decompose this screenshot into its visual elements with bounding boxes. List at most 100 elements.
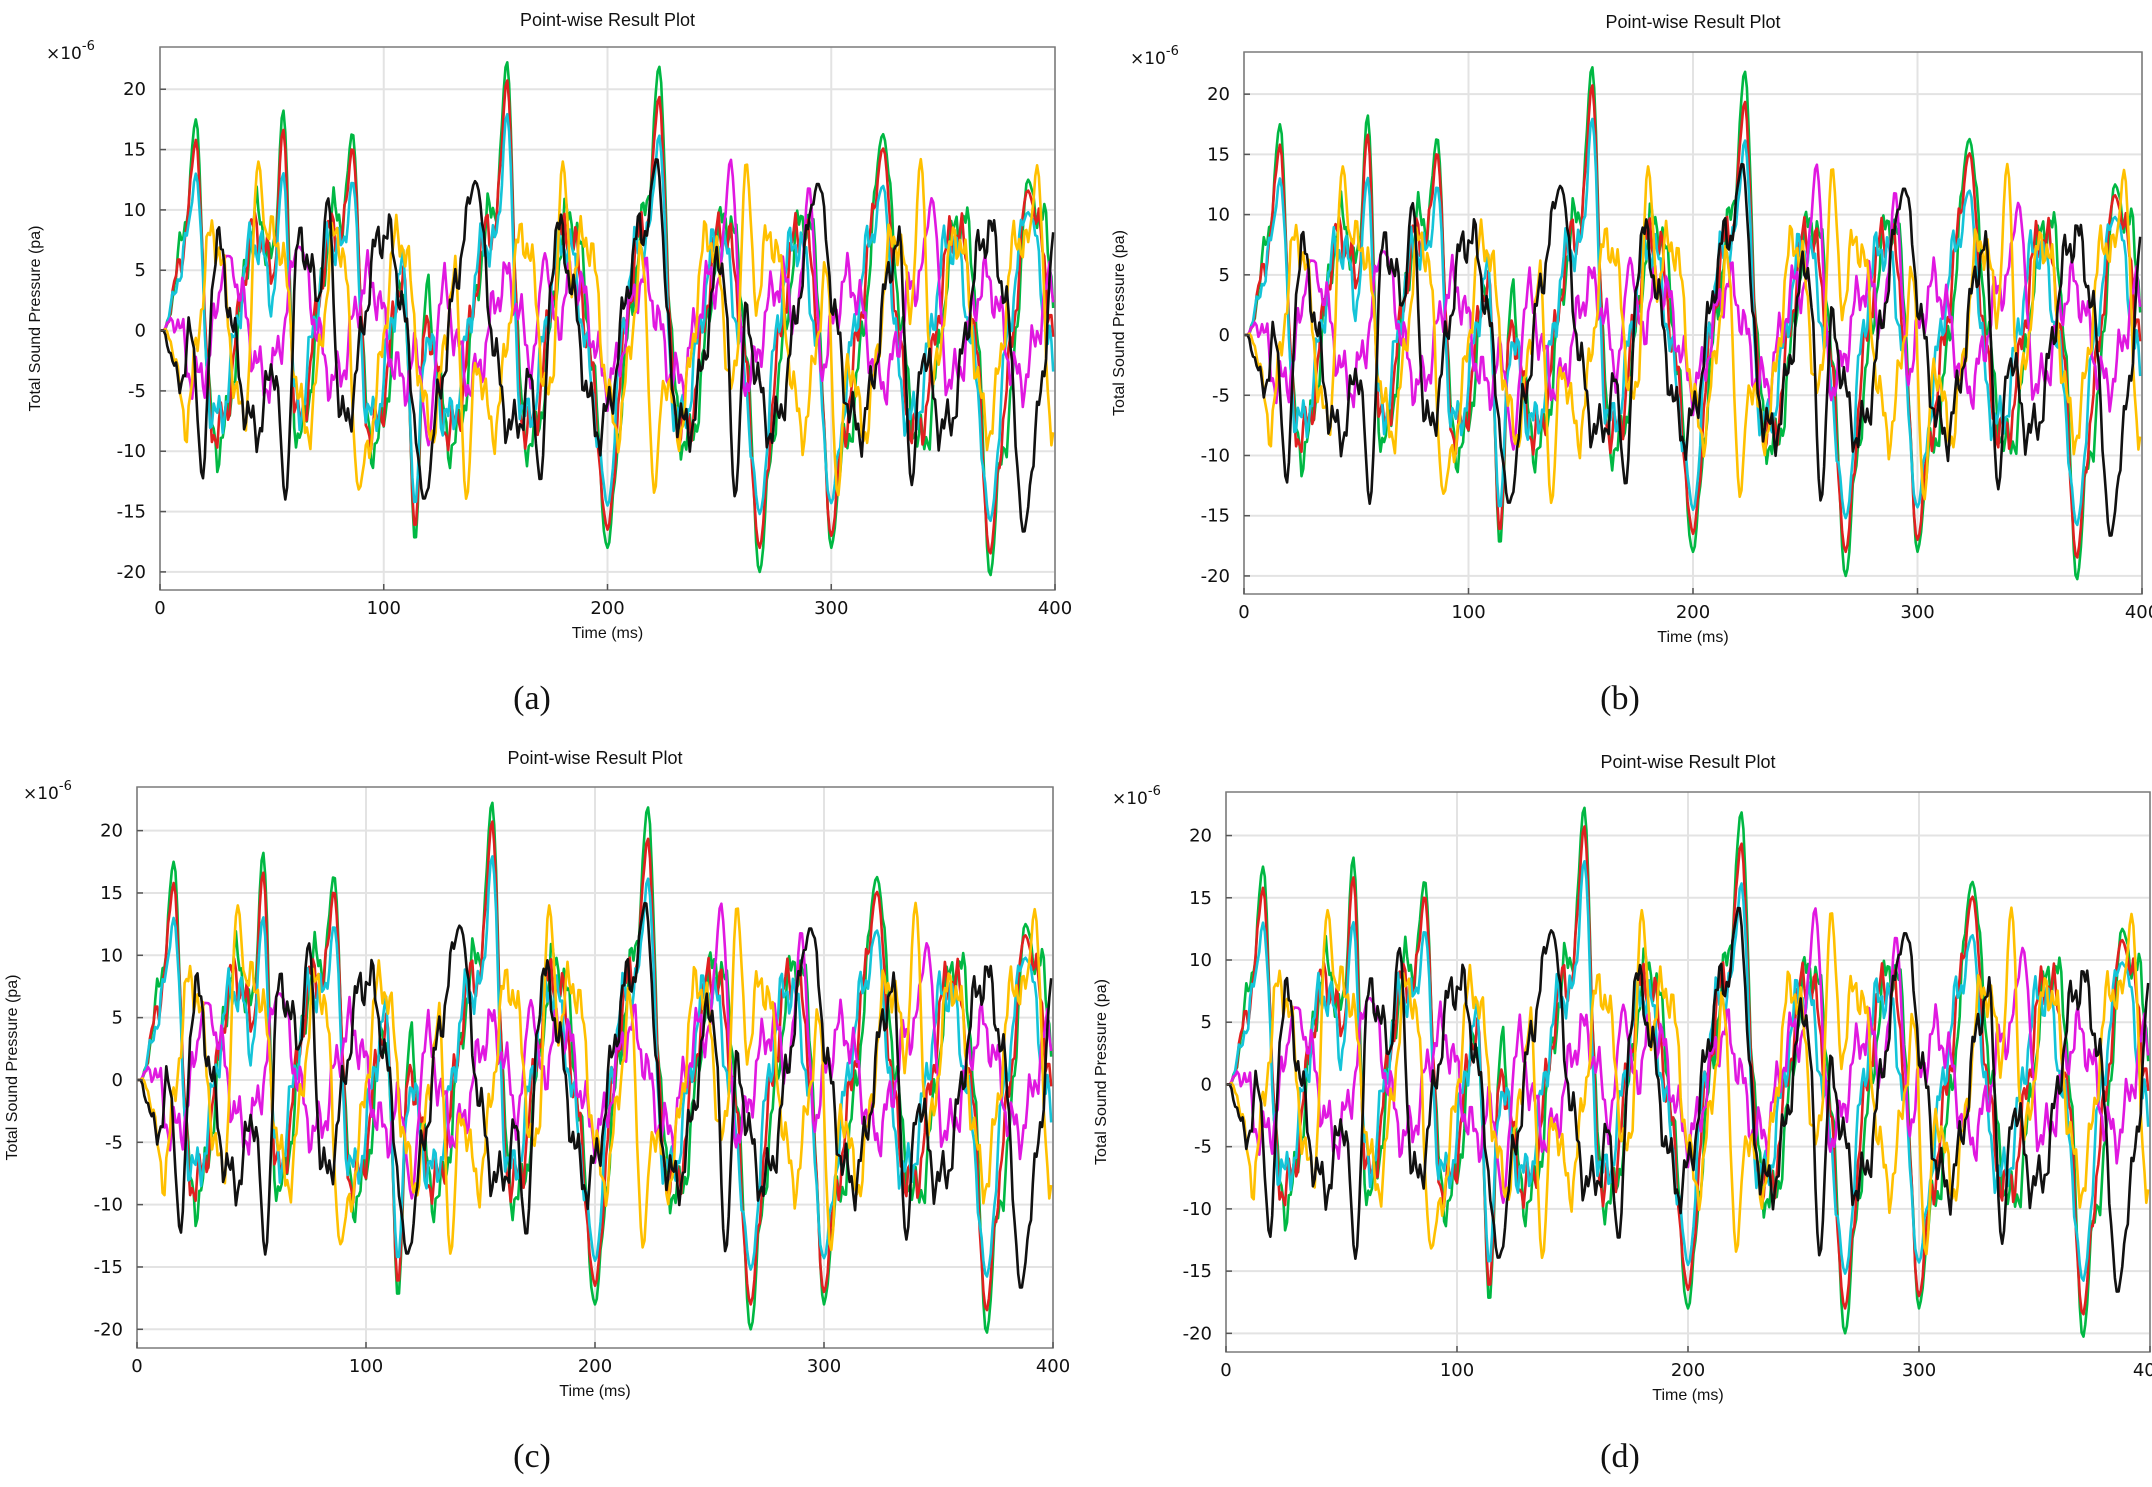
caption-b: (b) xyxy=(1600,680,1640,717)
y-axis-label: Total Sound Pressure (pa) xyxy=(27,226,44,412)
y-tick-label: 10 xyxy=(1189,950,1212,971)
series-line-cyan xyxy=(160,112,1055,523)
axis-multiplier-exponent: -6 xyxy=(82,39,95,54)
x-tick-label: 200 xyxy=(1671,1360,1705,1381)
chart-title: Point-wise Result Plot xyxy=(1605,12,1780,32)
caption-a: (a) xyxy=(513,680,551,717)
x-tick-label: 100 xyxy=(367,598,401,619)
x-tick-label: 0 xyxy=(154,598,165,619)
series-line-red xyxy=(160,79,1055,555)
chart-title: Point-wise Result Plot xyxy=(507,748,682,768)
y-tick-label: -20 xyxy=(117,562,146,583)
axis-multiplier-exponent: -6 xyxy=(1148,784,1161,799)
y-tick-label: 0 xyxy=(1219,325,1230,346)
x-tick-label: 400 xyxy=(1036,1356,1070,1377)
series-group xyxy=(137,801,1053,1334)
y-tick-label: 20 xyxy=(123,79,146,100)
x-tick-label: 0 xyxy=(1238,602,1249,623)
chart-panel-c: Point-wise Result Plot 0 100 200 300 400 -20 -1… xyxy=(0,740,1070,1487)
x-tick-label: 200 xyxy=(1676,602,1710,623)
series-line-cyan xyxy=(137,855,1053,1278)
y-tick-label: -5 xyxy=(1194,1137,1212,1158)
x-tick-label: 400 xyxy=(1038,598,1072,619)
y-tick-label: 5 xyxy=(1219,265,1230,286)
y-axis-label: Total Sound Pressure (pa) xyxy=(1093,979,1110,1165)
y-tick-label: 10 xyxy=(100,945,123,966)
axis-multiplier: ×10-6 xyxy=(1112,784,1161,809)
x-axis-label: Time (ms) xyxy=(1652,1387,1723,1404)
chart-panel-a: Point-wise Result Plot 0 100 200 300 400 -20 -1… xyxy=(0,0,1072,717)
series-line-cyan xyxy=(1226,860,2150,1282)
y-tick-label: -20 xyxy=(1183,1323,1212,1344)
series-line-orange xyxy=(160,157,1055,500)
chart-title: Point-wise Result Plot xyxy=(520,10,695,30)
series-group xyxy=(1226,806,2150,1338)
x-axis-label: Time (ms) xyxy=(559,1383,630,1400)
x-tick-label: 400 xyxy=(2133,1360,2152,1381)
x-tick-label: 300 xyxy=(1900,602,1934,623)
axis-multiplier-exponent: -6 xyxy=(59,779,72,794)
x-tick-label: 100 xyxy=(349,1356,383,1377)
y-tick-label: -20 xyxy=(1201,566,1230,587)
series-line-red xyxy=(1244,84,2142,559)
chart-panel-d: Point-wise Result Plot0100200300400-20-1… xyxy=(1082,740,2152,1487)
x-tick-label: 0 xyxy=(131,1356,142,1377)
series-line-black xyxy=(137,901,1053,1289)
series-line-cyan xyxy=(1244,117,2142,527)
chart-svg-d: Point-wise Result Plot0100200300400-20-1… xyxy=(1093,752,2152,1404)
x-tick-label: 200 xyxy=(578,1356,612,1377)
y-tick-label: 15 xyxy=(100,883,123,904)
x-tick-label: 100 xyxy=(1451,602,1485,623)
y-tick-label: 0 xyxy=(112,1070,123,1091)
y-axis-label: Total Sound Pressure (pa) xyxy=(1111,230,1128,416)
y-tick-label: 0 xyxy=(1201,1074,1212,1095)
x-tick-label: 200 xyxy=(590,598,624,619)
y-tick-label: -10 xyxy=(117,441,146,462)
y-tick-label: -10 xyxy=(1201,445,1230,466)
caption-d: (d) xyxy=(1600,1438,1640,1475)
y-tick-label: 15 xyxy=(123,140,146,161)
series-group xyxy=(160,61,1055,577)
y-tick-label: -5 xyxy=(128,381,146,402)
series-line-orange xyxy=(137,901,1053,1255)
y-tick-label: -10 xyxy=(94,1195,123,1216)
x-tick-label: 300 xyxy=(807,1356,841,1377)
axis-multiplier: ×10-6 xyxy=(46,39,95,64)
series-line-red xyxy=(137,820,1053,1312)
y-tick-label: 15 xyxy=(1207,144,1230,165)
series-line-orange xyxy=(1244,162,2142,505)
y-tick-label: 10 xyxy=(123,200,146,221)
axis-multiplier: ×10-6 xyxy=(1130,44,1179,69)
x-tick-label: 0 xyxy=(1220,1360,1231,1381)
series-line-black xyxy=(1226,906,2150,1293)
y-tick-label: -15 xyxy=(117,502,146,523)
y-tick-label: -15 xyxy=(94,1257,123,1278)
chart-panel-b: Point-wise Result Plot0100200300400-20-1… xyxy=(1082,0,2152,717)
x-tick-label: 400 xyxy=(2125,602,2152,623)
x-tick-label: 300 xyxy=(1902,1360,1936,1381)
series-line-black xyxy=(1244,162,2142,537)
y-tick-label: -20 xyxy=(94,1319,123,1340)
y-tick-label: 20 xyxy=(1189,826,1212,847)
y-tick-label: 5 xyxy=(135,260,146,281)
y-tick-label: 0 xyxy=(135,321,146,342)
y-tick-label: 20 xyxy=(100,821,123,842)
axis-multiplier-exponent: -6 xyxy=(1166,44,1179,59)
series-group xyxy=(1244,66,2142,581)
x-axis-label: Time (ms) xyxy=(572,625,643,642)
y-tick-label: -10 xyxy=(1183,1199,1212,1220)
y-tick-label: -15 xyxy=(1183,1261,1212,1282)
y-tick-label: -5 xyxy=(105,1132,123,1153)
x-tick-label: 100 xyxy=(1440,1360,1474,1381)
chart-title: Point-wise Result Plot xyxy=(1600,752,1775,772)
y-tick-label: 5 xyxy=(1201,1012,1212,1033)
chart-svg-b: Point-wise Result Plot0100200300400-20-1… xyxy=(1111,12,2152,646)
y-axis-label: Total Sound Pressure (pa) xyxy=(4,975,21,1161)
y-tick-label: -15 xyxy=(1201,506,1230,527)
x-tick-label: 300 xyxy=(814,598,848,619)
y-tick-label: 15 xyxy=(1189,888,1212,909)
y-tick-label: 10 xyxy=(1207,205,1230,226)
caption-c: (c) xyxy=(513,1438,551,1475)
